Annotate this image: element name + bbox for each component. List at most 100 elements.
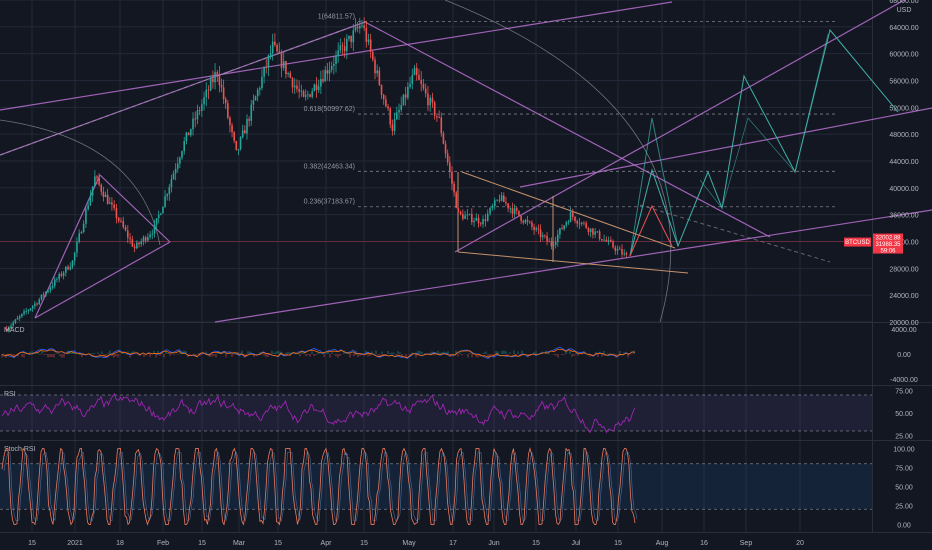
candle-body — [212, 78, 214, 83]
symbol-badge-label: BTCUSD — [845, 240, 870, 246]
candle-body — [612, 241, 614, 248]
candle-body — [424, 88, 427, 94]
rsi-line — [1, 392, 636, 434]
fib-label: 0.236(37183.67) — [304, 199, 355, 206]
symbol-badge-box — [844, 237, 871, 247]
candle-body — [155, 218, 158, 225]
candle-body — [616, 248, 619, 251]
candle-body — [237, 149, 240, 150]
candle-body — [190, 129, 192, 136]
dashed-trend-line — [0, 21, 366, 156]
time-tick-label: Apr — [321, 540, 333, 547]
candle-body — [224, 99, 227, 104]
candle-body — [471, 213, 473, 223]
candle-body — [42, 294, 45, 296]
candle-body — [45, 291, 47, 296]
candle-body — [413, 67, 416, 76]
candle-body — [592, 228, 594, 235]
candle-body — [580, 222, 583, 224]
candle-body — [298, 88, 300, 92]
candle-body — [407, 87, 409, 98]
rsi-band — [0, 395, 872, 431]
candle-body — [482, 219, 484, 225]
candle-body — [335, 55, 337, 65]
candle-body — [489, 207, 491, 214]
candle-body — [293, 85, 296, 88]
candle-body — [576, 221, 579, 224]
price-tick-label: 48000.00 — [889, 132, 918, 139]
candle-body — [69, 266, 72, 270]
candle-body — [459, 211, 462, 214]
time-tick-label: Sep — [740, 540, 753, 547]
time-tick-label: 17 — [449, 540, 457, 547]
candle-body — [265, 66, 268, 68]
candle-body — [117, 218, 120, 221]
candle-body — [304, 94, 307, 97]
candle-body — [363, 25, 365, 28]
candle-body — [252, 100, 255, 105]
time-tick-label: 18 — [116, 540, 124, 547]
trend-line — [519, 107, 932, 188]
candle-body — [567, 222, 570, 223]
candle-body — [354, 26, 357, 31]
candle-body — [594, 231, 596, 235]
candle-body — [398, 109, 400, 113]
candle-body — [124, 227, 127, 231]
candle-body — [464, 215, 466, 219]
candle-body — [346, 38, 348, 52]
candle-body — [179, 157, 181, 164]
candle-body — [203, 97, 205, 105]
candle-body — [280, 52, 283, 69]
stoch-band — [0, 463, 872, 510]
candle-body — [520, 215, 522, 221]
candle-body — [311, 91, 314, 97]
projection-path — [629, 117, 679, 257]
time-tick-label: 15 — [28, 540, 36, 547]
candle-body — [550, 241, 553, 247]
candle-body — [389, 108, 392, 125]
candle-body — [181, 151, 183, 158]
price-tick-label: 20000.00 — [889, 320, 918, 327]
candle-body — [382, 94, 385, 100]
candle-body — [220, 84, 223, 88]
candle-body — [76, 242, 78, 253]
candle-body — [339, 45, 342, 51]
candle-body — [625, 253, 628, 255]
candle-body — [537, 228, 540, 230]
candle-body — [468, 213, 471, 215]
candle-body — [320, 79, 322, 87]
candle-body — [151, 233, 154, 235]
stoch-tick-label: 50.00 — [895, 485, 913, 492]
candle-body — [172, 173, 175, 180]
projection-path — [699, 33, 829, 209]
candle-body — [82, 223, 85, 232]
price-tick-label: 32000.00 — [889, 240, 918, 247]
candle-body — [248, 119, 250, 121]
candle-body — [40, 294, 43, 300]
candle-body — [231, 125, 233, 133]
candle-body — [108, 202, 111, 204]
candle-body — [196, 110, 199, 120]
candle-body — [60, 273, 63, 276]
candle-body — [440, 117, 443, 134]
candle-body — [385, 99, 387, 107]
candle-body — [296, 85, 298, 89]
candle-body — [524, 220, 527, 223]
candle-body — [85, 209, 87, 224]
projection-path — [629, 204, 673, 257]
fib-levels: 1(64811.57) 0.618(50997.62) 0.382(42463.34… — [304, 13, 835, 208]
candle-body — [56, 279, 58, 280]
candle-body — [147, 237, 149, 241]
candle-body — [359, 25, 361, 29]
candle-body — [526, 220, 529, 222]
candle-body — [533, 226, 535, 230]
candle-body — [415, 67, 418, 75]
candle-body — [131, 239, 134, 247]
candle-body — [571, 212, 574, 217]
candle-body — [444, 143, 447, 154]
candle-body — [552, 245, 555, 247]
candle-body — [614, 247, 617, 251]
candle-body — [513, 208, 516, 214]
candle-body — [409, 84, 411, 88]
candle-body — [402, 94, 405, 106]
